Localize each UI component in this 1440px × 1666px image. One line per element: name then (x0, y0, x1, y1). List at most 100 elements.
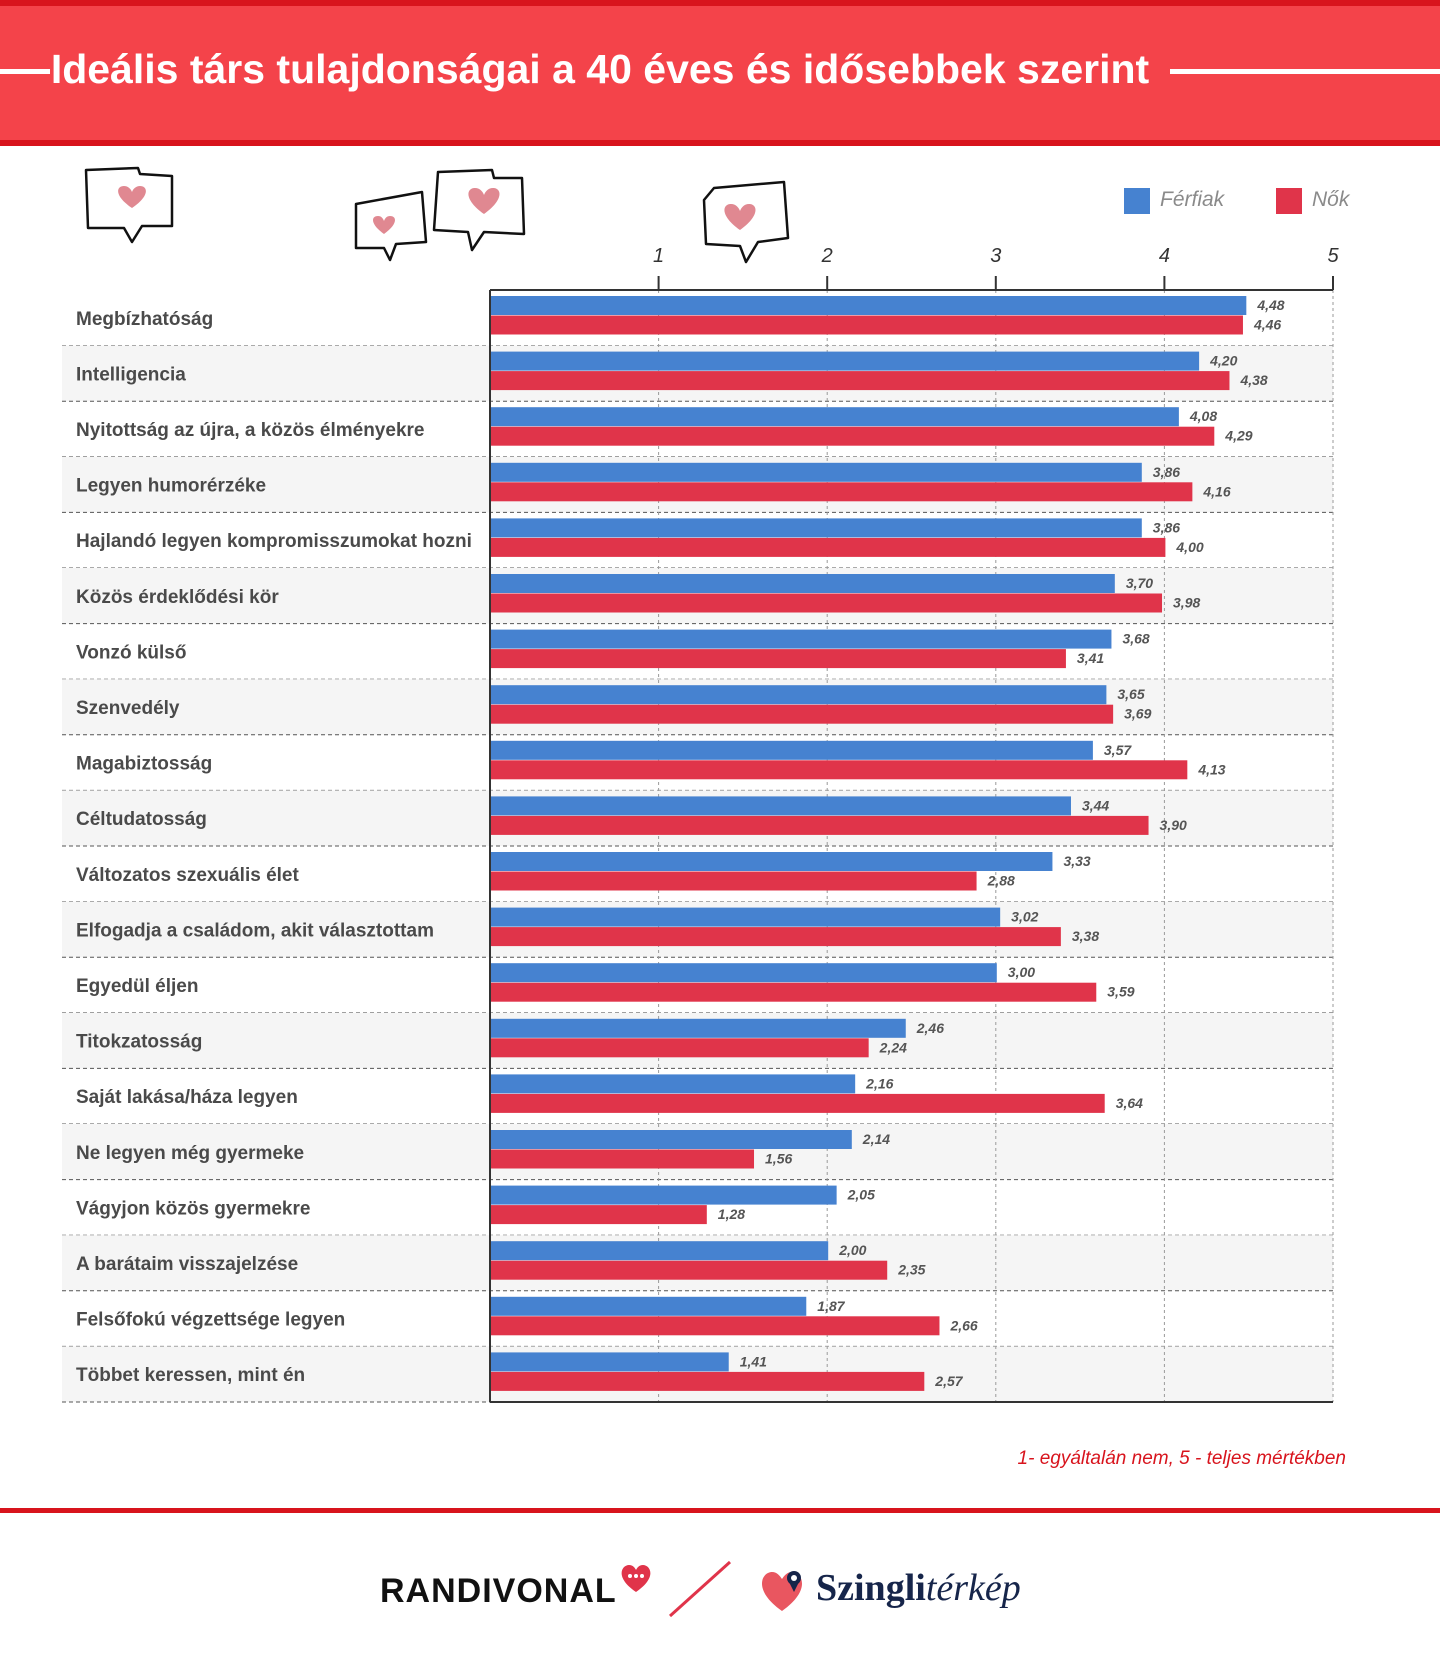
category-label: Legyen humorérzéke (76, 476, 266, 497)
bar-nok (491, 815, 1149, 835)
bar-chart: 1 2 3 4 5 Megbízhatóság 4,48 4,46 Intelligencia 4… (62, 245, 1339, 1403)
tick-label: 2 (821, 245, 833, 267)
bar-nok (491, 593, 1163, 613)
tick-label: 4 (1159, 245, 1170, 267)
chat-heart-icon (354, 190, 428, 262)
category-label: Egyedül éljen (76, 976, 198, 997)
data-label: 3,90 (1160, 817, 1187, 833)
bar-ferfiak (491, 629, 1112, 649)
bar-nok (491, 371, 1230, 391)
bar-ferfiak (491, 1296, 807, 1316)
category-label: Céltudatosság (76, 809, 207, 830)
data-label: 3,57 (1104, 742, 1132, 758)
data-label: 3,68 (1122, 631, 1149, 647)
bar-nok (491, 1371, 925, 1391)
bar-ferfiak (491, 1074, 856, 1094)
data-label: 4,20 (1209, 353, 1237, 369)
data-label: 2,24 (879, 1039, 907, 1055)
data-label: 3,41 (1077, 650, 1104, 666)
data-label: 3,64 (1116, 1095, 1143, 1111)
category-label: Megbízhatóság (76, 309, 213, 330)
data-label: 1,41 (740, 1353, 767, 1369)
bar-ferfiak (491, 907, 1001, 927)
data-label: 2,00 (838, 1242, 866, 1258)
data-label: 3,44 (1082, 797, 1109, 813)
bar-ferfiak (491, 407, 1179, 427)
bar-nok (491, 1038, 869, 1058)
category-label: Vágyjon közös gyermekre (76, 1198, 310, 1219)
data-label: 1,56 (765, 1151, 792, 1167)
chat-heart-icon (702, 180, 790, 264)
bar-nok (491, 537, 1166, 557)
bar-nok (491, 482, 1193, 502)
data-label: 2,66 (949, 1317, 977, 1333)
bar-ferfiak (491, 685, 1107, 705)
data-label: 4,00 (1175, 539, 1203, 555)
logo-part-bold: Szingli (816, 1567, 926, 1609)
scale-note: 1- egyáltalán nem, 5 - teljes mértékben (1017, 1448, 1346, 1469)
category-label: Közös érdeklődési kör (76, 587, 279, 608)
bar-nok (491, 927, 1061, 947)
header-right-rule (1170, 69, 1440, 74)
data-label: 4,38 (1239, 372, 1267, 388)
bar-ferfiak (491, 1018, 906, 1038)
category-label: Intelligencia (76, 364, 186, 385)
tick-label: 1 (653, 245, 664, 267)
category-label: Ne legyen még gyermeke (76, 1143, 304, 1164)
data-label: 2,46 (916, 1020, 944, 1036)
bar-ferfiak (491, 963, 997, 983)
divider-slash (668, 1560, 732, 1618)
category-label: Nyitottság az újra, a közös élményekre (76, 420, 424, 441)
bar-ferfiak (491, 740, 1093, 760)
data-label: 3,98 (1173, 595, 1200, 611)
bar-ferfiak (491, 518, 1142, 538)
data-label: 4,13 (1197, 761, 1225, 777)
bar-nok (491, 1260, 888, 1280)
footer-divider (0, 1508, 1440, 1513)
bar-ferfiak (491, 1185, 837, 1205)
category-label: Szenvedély (76, 698, 180, 719)
data-label: 3,33 (1063, 853, 1090, 869)
data-label: 3,86 (1153, 519, 1180, 535)
data-label: 1,28 (718, 1206, 745, 1222)
category-label: Hajlandó legyen kompromisszumokat hozni (76, 531, 472, 552)
chat-heart-icon (432, 168, 526, 252)
data-label: 2,88 (987, 873, 1015, 889)
data-label: 3,59 (1107, 984, 1134, 1000)
bar-ferfiak (491, 796, 1071, 816)
tick-label: 3 (990, 245, 1001, 267)
bar-nok (491, 649, 1066, 669)
bar-nok (491, 315, 1243, 335)
legend-swatch (1124, 188, 1150, 214)
legend-swatch (1276, 188, 1302, 214)
data-label: 2,05 (847, 1187, 875, 1203)
category-label: Változatos szexuális élet (76, 865, 299, 886)
bar-nok (491, 1149, 755, 1169)
bar-nok (491, 760, 1188, 780)
randivonal-logo: RANDIVONAL (380, 1572, 617, 1610)
data-label: 2,14 (862, 1131, 890, 1147)
map-pin-heart-icon (762, 1571, 802, 1611)
legend-label: Nők (1312, 188, 1350, 211)
data-label: 4,08 (1189, 408, 1217, 424)
bar-ferfiak (491, 351, 1200, 371)
category-label: Saját lakása/háza legyen (76, 1087, 298, 1108)
page-title: Ideális társ tulajdonságai a 40 éves és … (50, 46, 1150, 92)
data-label: 4,16 (1202, 483, 1230, 499)
bar-ferfiak (491, 1352, 729, 1372)
data-label: 3,00 (1008, 964, 1035, 980)
data-label: 3,65 (1117, 686, 1144, 702)
bar-ferfiak (491, 1130, 852, 1149)
category-label: Elfogadja a családom, akit választottam (76, 920, 434, 941)
data-label: 3,70 (1126, 575, 1153, 591)
bar-nok (491, 1316, 940, 1336)
bar-nok (491, 1093, 1105, 1113)
category-label: A barátaim visszajelzése (76, 1254, 298, 1275)
data-label: 2,35 (897, 1262, 925, 1278)
data-label: 3,86 (1153, 464, 1180, 480)
bar-ferfiak (491, 852, 1053, 871)
data-label: 2,57 (934, 1373, 963, 1389)
bar-nok (491, 982, 1097, 1002)
chat-heart-icon (84, 166, 174, 244)
header-banner: Ideális társ tulajdonságai a 40 éves és … (0, 0, 1440, 146)
